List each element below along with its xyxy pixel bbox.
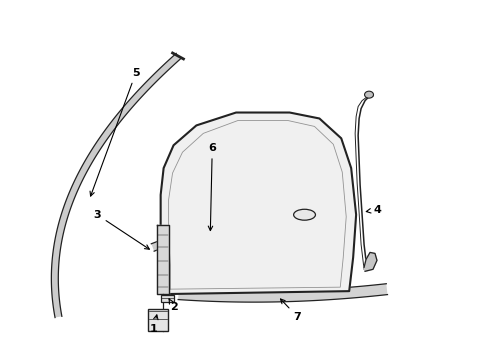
Polygon shape — [151, 196, 313, 251]
Polygon shape — [51, 53, 181, 318]
Text: 3: 3 — [93, 210, 149, 249]
Polygon shape — [178, 284, 388, 302]
Text: 6: 6 — [208, 143, 216, 230]
Text: 4: 4 — [367, 205, 381, 215]
Polygon shape — [364, 252, 377, 271]
Polygon shape — [161, 113, 356, 294]
Bar — [148, 309, 168, 331]
Text: 7: 7 — [280, 299, 301, 322]
Bar — [161, 295, 173, 302]
Text: 5: 5 — [90, 68, 140, 196]
Polygon shape — [157, 225, 169, 294]
Text: 2: 2 — [169, 299, 177, 312]
Ellipse shape — [365, 91, 373, 98]
Text: 1: 1 — [150, 315, 158, 334]
Ellipse shape — [294, 209, 316, 220]
